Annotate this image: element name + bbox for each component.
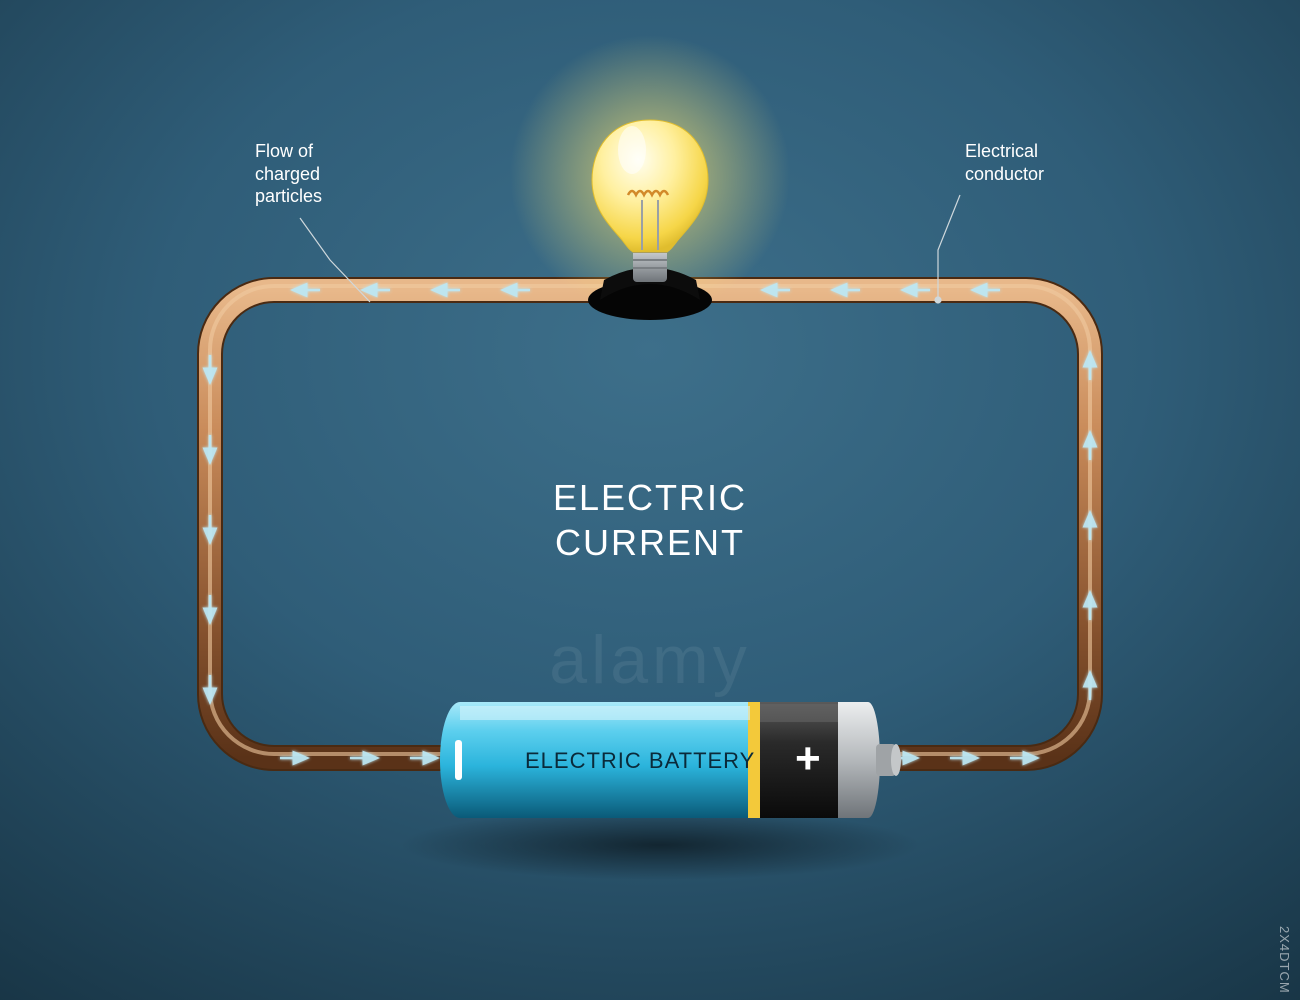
diagram-stage: ELECTRIC CURRENT Flow of charged particl… xyxy=(0,0,1300,1000)
battery-shadow xyxy=(400,810,920,880)
callout-flow-label: Flow of charged particles xyxy=(255,140,322,208)
battery-label: ELECTRIC BATTERY xyxy=(525,748,755,774)
callout-conductor-label: Electrical conductor xyxy=(965,140,1044,185)
watermark-corner: 2X4DTCM xyxy=(1277,926,1292,994)
battery-plus-symbol: + xyxy=(795,734,821,784)
main-title: ELECTRIC CURRENT xyxy=(553,475,747,565)
